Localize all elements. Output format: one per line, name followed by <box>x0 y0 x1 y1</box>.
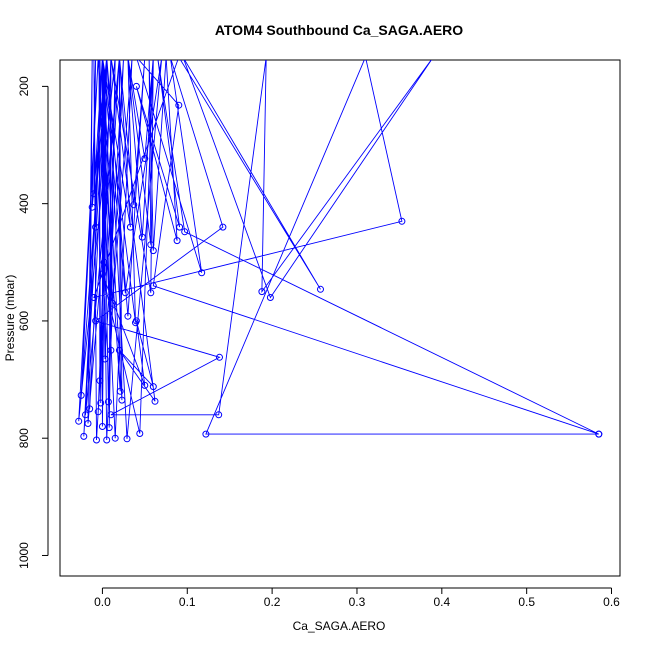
data-point <box>80 432 88 440</box>
plot-frame <box>59 59 621 577</box>
y-tick-label: 1000 <box>17 542 31 569</box>
data-point <box>317 285 324 293</box>
data-point <box>141 381 149 389</box>
data-point <box>86 405 94 413</box>
data-point <box>104 398 112 406</box>
data-point <box>92 223 100 231</box>
data-point <box>149 383 157 391</box>
data-point <box>130 201 138 209</box>
data-point <box>118 396 126 404</box>
data-point <box>126 223 134 231</box>
data-point <box>75 417 83 425</box>
data-point <box>216 353 223 361</box>
data-point <box>100 258 108 266</box>
data-point <box>111 434 119 442</box>
data-point <box>98 270 106 278</box>
x-axis-label: Ca_SAGA.AERO <box>293 619 386 633</box>
data-point <box>132 319 139 327</box>
data-point <box>121 289 129 297</box>
data-point <box>93 436 100 444</box>
data-point <box>82 411 89 419</box>
data-point <box>90 190 98 198</box>
y-tick-label: 800 <box>17 428 31 448</box>
y-axis: 200 400 600 800 1000 <box>17 76 49 569</box>
y-axis-label: Pressure (mbar) <box>3 275 17 362</box>
data-point <box>198 269 206 277</box>
data-point <box>258 288 266 296</box>
data-point <box>181 228 189 236</box>
data-point <box>141 155 149 162</box>
data-point <box>96 377 104 385</box>
data-point <box>202 430 210 438</box>
x-tick-label: 0.3 <box>349 595 366 609</box>
data-point <box>147 241 155 249</box>
data-point <box>115 346 123 354</box>
data-point <box>132 82 140 90</box>
data-point <box>123 435 131 443</box>
data-point <box>149 247 157 255</box>
data-point <box>151 397 159 405</box>
data-point <box>107 411 115 419</box>
x-tick-label: 0.4 <box>433 595 450 609</box>
data-point <box>92 317 100 325</box>
data-point <box>84 420 92 427</box>
data-point <box>105 424 113 432</box>
data-point <box>173 237 181 245</box>
x-tick-label: 0.2 <box>264 595 281 609</box>
data-point <box>90 294 98 301</box>
data-point <box>94 408 102 416</box>
data-point <box>398 217 406 225</box>
data-point <box>149 282 157 290</box>
data-point <box>88 203 96 211</box>
data-point <box>147 289 155 297</box>
data-point <box>109 299 117 307</box>
x-tick-label: 0.5 <box>518 595 535 609</box>
plot-area <box>75 60 603 444</box>
data-point <box>138 233 146 241</box>
data-point <box>595 430 603 438</box>
data-point <box>266 294 274 301</box>
data-point <box>103 436 111 444</box>
chart-title: ATOM4 Southbound Ca_SAGA.AERO <box>215 22 463 38</box>
data-point <box>176 223 184 231</box>
y-tick-label: 200 <box>17 76 31 96</box>
y-tick-label: 400 <box>17 193 31 213</box>
data-point <box>107 346 115 354</box>
series-line <box>78 60 599 441</box>
data-point <box>219 223 227 231</box>
x-tick-label: 0.0 <box>94 595 111 609</box>
data-point <box>124 312 132 320</box>
data-point <box>215 411 223 419</box>
data-point <box>136 430 144 437</box>
x-tick-label: 0.1 <box>179 595 196 609</box>
data-point <box>77 391 85 399</box>
x-tick-label: 0.6 <box>603 595 620 609</box>
data-point <box>101 355 109 363</box>
data-point <box>175 101 183 109</box>
data-point <box>97 399 105 407</box>
data-point <box>98 423 106 430</box>
y-tick-label: 600 <box>17 311 31 331</box>
x-axis: 0.0 0.1 0.2 0.3 0.4 0.5 0.6 <box>94 587 620 609</box>
data-point <box>116 387 124 395</box>
